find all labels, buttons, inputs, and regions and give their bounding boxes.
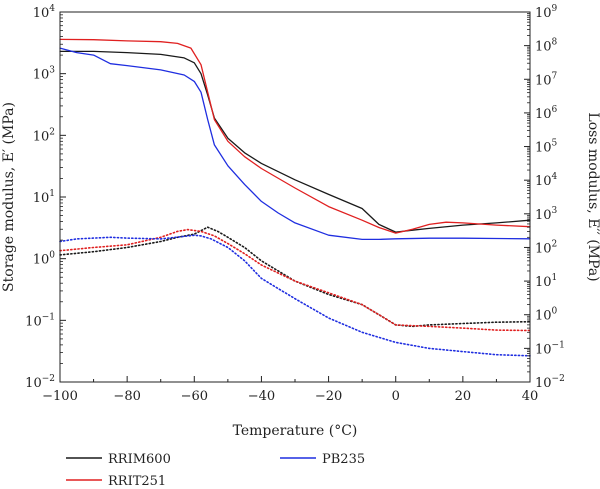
y-tick-label: 101	[535, 273, 557, 290]
series-rrit251-loss	[59, 228, 531, 332]
y-tick-label: 103	[33, 66, 56, 83]
x-tick-label: −100	[42, 389, 78, 404]
y-tick-label: 101	[33, 189, 55, 206]
y-tick-label: 10−2	[25, 374, 55, 391]
legend: RRIM600 PB235 RRIT251	[66, 452, 365, 489]
series-pb235-loss	[59, 234, 531, 357]
legend-label: RRIM600	[108, 452, 171, 467]
y-tick-label: 104	[33, 4, 56, 21]
y-tick-label: 104	[535, 172, 558, 189]
y-tick-label: 108	[535, 38, 558, 55]
plot-frame	[59, 11, 531, 383]
series-rrit251-storage	[59, 38, 531, 234]
series-pb235-storage	[59, 47, 531, 241]
left-axis-title: Storage modulus, E′ (MPa)	[1, 102, 17, 292]
y-tick-label: 100	[535, 307, 558, 324]
y-tick-label: 102	[33, 127, 55, 144]
series-rrim600-storage	[59, 50, 531, 233]
x-axis-title: Temperature (°C)	[233, 423, 358, 439]
y-tick-label: 106	[535, 105, 558, 122]
y-tick-label: 105	[535, 139, 558, 156]
y-tick-label: 107	[535, 71, 558, 88]
y-tick-label: 10−1	[25, 312, 55, 329]
x-tick-label: −60	[181, 389, 208, 404]
x-tick-label: −20	[315, 389, 342, 404]
x-tick-label: 0	[392, 389, 400, 404]
y-tick-label: 102	[535, 239, 557, 256]
x-tick-label: −80	[113, 389, 140, 404]
y-tick-label: 103	[535, 206, 558, 223]
y-tick-label: 100	[33, 251, 56, 268]
legend-label: RRIT251	[108, 474, 166, 489]
series-layer	[59, 38, 531, 357]
x-tick-label: −40	[248, 389, 275, 404]
y-tick-label: 109	[535, 4, 558, 21]
y-tick-label: 10−2	[535, 374, 565, 391]
series-rrim600-loss	[59, 226, 531, 328]
right-axis-title: Loss modulus, E′′ (MPa)	[585, 112, 600, 281]
y-tick-label: 10−1	[535, 340, 565, 357]
x-tick-label: 40	[522, 389, 539, 404]
x-tick-label: 20	[455, 389, 472, 404]
ticks-layer: −100 −80 −60 −40 −20 0 20 4010−210−110010110210…	[25, 4, 565, 404]
legend-label: PB235	[322, 452, 365, 467]
